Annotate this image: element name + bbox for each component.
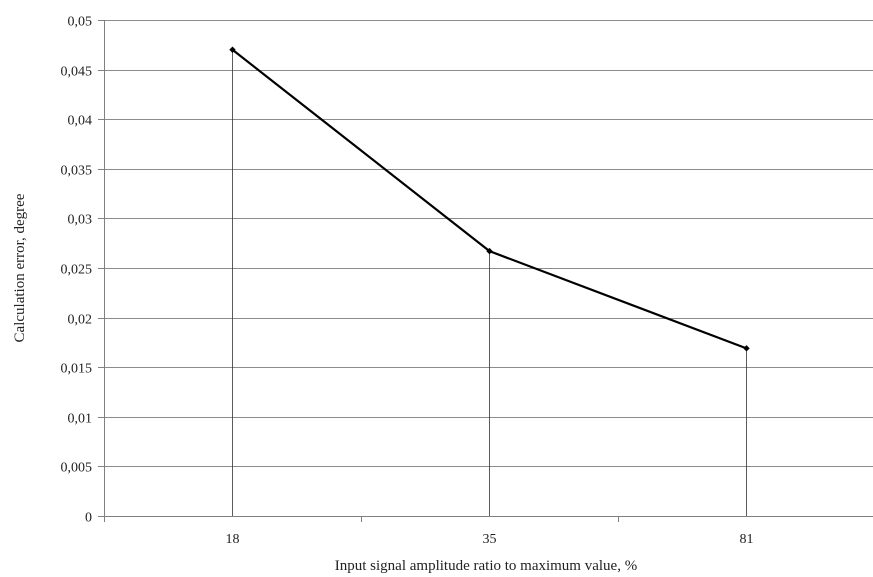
series [229, 46, 750, 352]
y-tick-label: 0,01 [68, 412, 93, 427]
y-tick-label: 0,005 [61, 461, 93, 476]
y-tick-label: 0,04 [68, 114, 93, 129]
data-point [486, 247, 493, 255]
x-tick-label: 81 [740, 532, 754, 547]
x-tick-labels: 18 35 81 [226, 532, 754, 547]
data-point [229, 46, 236, 53]
y-tick-label: 0,02 [68, 313, 93, 328]
y-tick-label: 0,03 [68, 213, 93, 228]
x-axis-title: Input signal amplitude ratio to maximum … [335, 558, 637, 574]
x-tick-label: 18 [226, 532, 240, 547]
gridlines [104, 20, 873, 467]
axes [98, 20, 873, 522]
y-tick-label: 0,05 [68, 15, 93, 30]
y-tick-label: 0,025 [61, 263, 93, 278]
y-tick-labels: 0 0,005 0,01 0,015 0,02 0,025 0,03 0,035 0,04 0,0… [61, 15, 93, 526]
y-tick-label: 0,045 [61, 65, 93, 80]
y-tick-label: 0 [85, 511, 92, 526]
x-tick-label: 35 [483, 532, 497, 547]
data-point [743, 345, 750, 352]
y-tick-label: 0,035 [61, 164, 93, 179]
y-tick-label: 0,015 [61, 362, 93, 377]
y-axis-title: Calculation error, degree [12, 193, 28, 342]
drop-lines [232, 49, 747, 516]
